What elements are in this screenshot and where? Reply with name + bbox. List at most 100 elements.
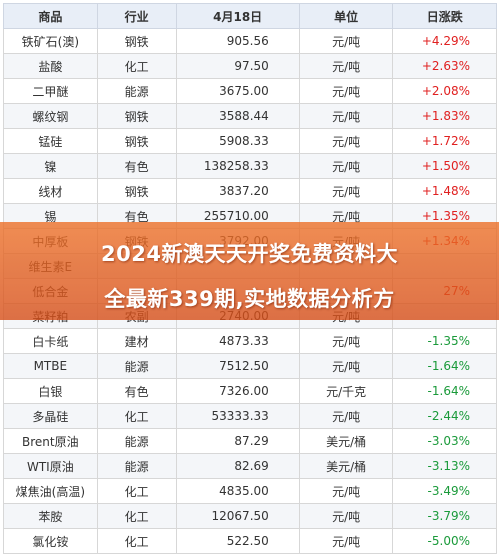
commodity-name-cell: 锰硅 <box>3 128 98 154</box>
industry-cell: 能源 <box>96 353 177 379</box>
industry-cell: 能源 <box>96 428 177 454</box>
change-cell: -3.03% <box>392 428 497 454</box>
commodity-name-cell: 多晶硅 <box>3 403 98 429</box>
industry-cell: 化工 <box>96 478 177 504</box>
commodity-name-cell: 苯胺 <box>3 503 98 529</box>
header-industry[interactable]: 行业 <box>96 3 177 29</box>
table-row[interactable]: 盐酸 化工 97.50 元/吨 +2.63% <box>3 53 497 79</box>
price-cell: 3837.20 <box>175 178 300 204</box>
industry-cell: 钢铁 <box>96 28 177 54</box>
commodity-name-cell: MTBE <box>3 353 98 379</box>
header-unit[interactable]: 单位 <box>298 3 394 29</box>
price-cell: 4873.33 <box>175 328 300 354</box>
unit-cell: 元/吨 <box>298 153 394 179</box>
industry-cell: 能源 <box>96 453 177 479</box>
industry-cell: 化工 <box>96 53 177 79</box>
change-cell: +4.29% <box>392 28 497 54</box>
table-row[interactable]: 多晶硅 化工 53333.33 元/吨 -2.44% <box>3 403 497 429</box>
table-row[interactable]: 白卡纸 建材 4873.33 元/吨 -1.35% <box>3 328 497 354</box>
price-cell: 522.50 <box>175 528 300 554</box>
header-daily-change[interactable]: 日涨跌 <box>392 3 497 29</box>
change-cell: -1.35% <box>392 328 497 354</box>
price-cell: 87.29 <box>175 428 300 454</box>
table-row[interactable]: 氯化铵 化工 522.50 元/吨 -5.00% <box>3 528 497 554</box>
commodity-name-cell: 镍 <box>3 153 98 179</box>
change-cell: +1.83% <box>392 103 497 129</box>
banner-text-line2: 全最新339期,实地数据分析方 <box>104 287 395 311</box>
change-cell: +1.50% <box>392 153 497 179</box>
table-row[interactable]: 二甲醚 能源 3675.00 元/吨 +2.08% <box>3 78 497 104</box>
table-row[interactable]: MTBE 能源 7512.50 元/吨 -1.64% <box>3 353 497 379</box>
promo-banner-overlay[interactable] <box>0 222 499 320</box>
change-cell: +1.72% <box>392 128 497 154</box>
change-cell: -2.44% <box>392 403 497 429</box>
change-cell: -1.64% <box>392 378 497 404</box>
industry-cell: 能源 <box>96 78 177 104</box>
price-cell: 4835.00 <box>175 478 300 504</box>
change-cell: -3.79% <box>392 503 497 529</box>
header-commodity[interactable]: 商品 <box>3 3 98 29</box>
table-row[interactable]: 线材 钢铁 3837.20 元/吨 +1.48% <box>3 178 497 204</box>
industry-cell: 钢铁 <box>96 128 177 154</box>
change-cell: +2.63% <box>392 53 497 79</box>
table-row[interactable]: 铁矿石(澳) 钢铁 905.56 元/吨 +4.29% <box>3 28 497 54</box>
commodity-name-cell: WTI原油 <box>3 453 98 479</box>
unit-cell: 元/吨 <box>298 503 394 529</box>
industry-cell: 化工 <box>96 528 177 554</box>
change-cell: -1.64% <box>392 353 497 379</box>
price-cell: 82.69 <box>175 453 300 479</box>
commodity-name-cell: Brent原油 <box>3 428 98 454</box>
unit-cell: 元/吨 <box>298 103 394 129</box>
table-row[interactable]: 锰硅 钢铁 5908.33 元/吨 +1.72% <box>3 128 497 154</box>
banner-text-line1: 2024新澳天天开奖免费资料大 <box>101 242 398 266</box>
unit-cell: 元/吨 <box>298 178 394 204</box>
price-cell: 7326.00 <box>175 378 300 404</box>
unit-cell: 元/吨 <box>298 28 394 54</box>
unit-cell: 元/吨 <box>298 53 394 79</box>
industry-cell: 化工 <box>96 403 177 429</box>
change-cell: -3.13% <box>392 453 497 479</box>
industry-cell: 化工 <box>96 503 177 529</box>
unit-cell: 元/吨 <box>298 478 394 504</box>
header-date-price[interactable]: 4月18日 <box>175 3 300 29</box>
change-cell: +2.08% <box>392 78 497 104</box>
table-row[interactable]: 煤焦油(高温) 化工 4835.00 元/吨 -3.49% <box>3 478 497 504</box>
table-row[interactable]: WTI原油 能源 82.69 美元/桶 -3.13% <box>3 453 497 479</box>
unit-cell: 元/吨 <box>298 528 394 554</box>
unit-cell: 元/吨 <box>298 328 394 354</box>
table-row[interactable]: 螺纹钢 钢铁 3588.44 元/吨 +1.83% <box>3 103 497 129</box>
commodity-name-cell: 氯化铵 <box>3 528 98 554</box>
price-cell: 97.50 <box>175 53 300 79</box>
price-cell: 3675.00 <box>175 78 300 104</box>
table-row[interactable]: Brent原油 能源 87.29 美元/桶 -3.03% <box>3 428 497 454</box>
table-row[interactable]: 白银 有色 7326.00 元/千克 -1.64% <box>3 378 497 404</box>
table-row[interactable]: 镍有色 138258.33 元/吨 +1.50% <box>3 153 497 179</box>
price-cell: 138258.33 <box>175 153 300 179</box>
commodity-name-cell: 铁矿石(澳) <box>3 28 98 54</box>
unit-cell: 元/千克 <box>298 378 394 404</box>
price-cell: 5908.33 <box>175 128 300 154</box>
commodity-name-cell: 螺纹钢 <box>3 103 98 129</box>
industry-cell: 钢铁 <box>96 103 177 129</box>
commodity-name-cell: 线材 <box>3 178 98 204</box>
unit-cell: 元/吨 <box>298 78 394 104</box>
table-header-row: 商品 行业 4月18日 单位 日涨跌 <box>3 3 497 29</box>
commodity-name-cell: 白银 <box>3 378 98 404</box>
price-cell: 3588.44 <box>175 103 300 129</box>
industry-cell: 建材 <box>96 328 177 354</box>
commodity-name-cell: 二甲醚 <box>3 78 98 104</box>
unit-cell: 美元/桶 <box>298 453 394 479</box>
price-cell: 12067.50 <box>175 503 300 529</box>
change-cell: -3.49% <box>392 478 497 504</box>
commodity-name-cell: 煤焦油(高温) <box>3 478 98 504</box>
industry-cell: 有色 <box>96 378 177 404</box>
commodity-name-cell: 白卡纸 <box>3 328 98 354</box>
table-row[interactable]: 苯胺 化工 12067.50 元/吨 -3.79% <box>3 503 497 529</box>
unit-cell: 美元/桶 <box>298 428 394 454</box>
unit-cell: 元/吨 <box>298 128 394 154</box>
price-cell: 905.56 <box>175 28 300 54</box>
commodity-name-cell: 盐酸 <box>3 53 98 79</box>
price-cell: 7512.50 <box>175 353 300 379</box>
unit-cell: 元/吨 <box>298 403 394 429</box>
unit-cell: 元/吨 <box>298 353 394 379</box>
